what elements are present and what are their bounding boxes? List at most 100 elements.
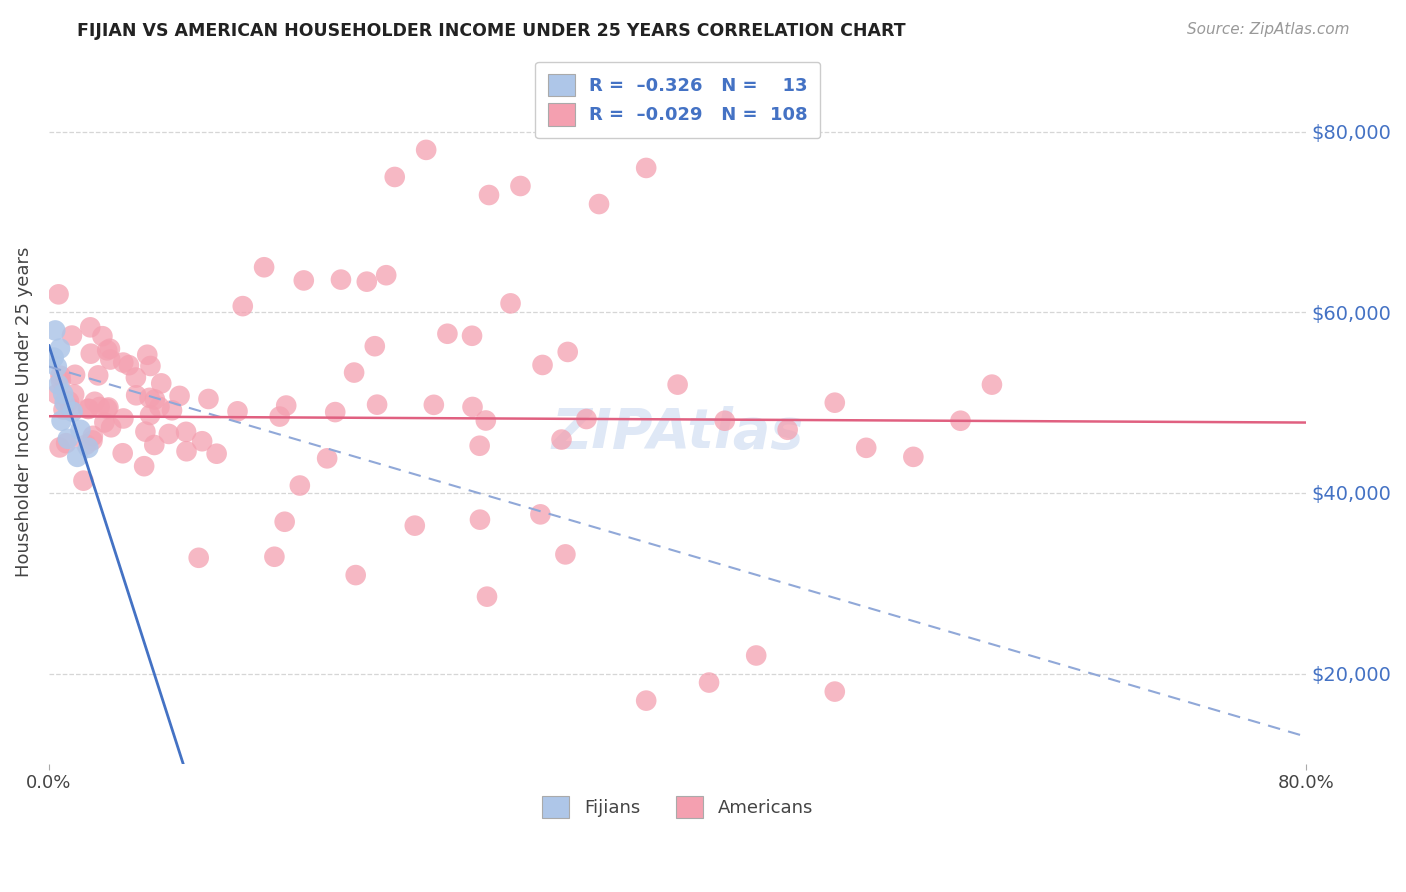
Point <box>436 326 458 341</box>
Point <box>531 358 554 372</box>
Point <box>138 391 160 405</box>
Point <box>79 320 101 334</box>
Point <box>139 408 162 422</box>
Point <box>66 450 89 464</box>
Y-axis label: Householder Income Under 25 years: Householder Income Under 25 years <box>15 246 32 577</box>
Point <box>51 414 73 428</box>
Point <box>143 392 166 407</box>
Point <box>63 368 86 382</box>
Text: FIJIAN VS AMERICAN HOUSEHOLDER INCOME UNDER 25 YEARS CORRELATION CHART: FIJIAN VS AMERICAN HOUSEHOLDER INCOME UN… <box>77 22 905 40</box>
Point <box>550 433 572 447</box>
Point <box>557 345 579 359</box>
Point <box>713 414 735 428</box>
Point <box>91 329 114 343</box>
Point <box>174 425 197 439</box>
Point <box>48 441 70 455</box>
Point <box>143 438 166 452</box>
Point <box>82 429 104 443</box>
Point <box>697 675 720 690</box>
Point <box>323 405 346 419</box>
Point <box>125 388 148 402</box>
Point <box>468 439 491 453</box>
Point <box>77 401 100 416</box>
Point <box>49 373 72 387</box>
Point <box>42 351 65 365</box>
Point <box>58 394 80 409</box>
Point <box>292 273 315 287</box>
Point <box>588 197 610 211</box>
Point <box>375 268 398 283</box>
Point <box>529 508 551 522</box>
Point <box>80 346 103 360</box>
Point <box>824 395 846 409</box>
Point <box>75 437 97 451</box>
Point <box>824 684 846 698</box>
Point <box>125 370 148 384</box>
Point <box>111 446 134 460</box>
Point <box>666 377 689 392</box>
Point <box>83 394 105 409</box>
Point <box>87 368 110 383</box>
Point <box>160 403 183 417</box>
Point <box>97 401 120 415</box>
Point <box>276 399 298 413</box>
Point <box>461 328 484 343</box>
Point <box>77 441 100 455</box>
Point <box>191 434 214 449</box>
Point <box>468 513 491 527</box>
Point <box>72 474 94 488</box>
Point <box>745 648 768 663</box>
Point <box>197 392 219 406</box>
Point <box>343 366 366 380</box>
Point <box>288 478 311 492</box>
Point <box>52 386 75 401</box>
Point <box>63 387 86 401</box>
Point <box>981 377 1004 392</box>
Point <box>356 275 378 289</box>
Point <box>45 387 67 401</box>
Point <box>636 693 658 707</box>
Point <box>384 169 406 184</box>
Point <box>776 423 799 437</box>
Point <box>48 287 70 301</box>
Point <box>636 161 658 175</box>
Point <box>45 359 67 374</box>
Point <box>96 401 118 416</box>
Point <box>475 590 498 604</box>
Point <box>366 398 388 412</box>
Point <box>226 404 249 418</box>
Point <box>136 348 159 362</box>
Point <box>134 425 156 439</box>
Point <box>112 411 135 425</box>
Point <box>273 515 295 529</box>
Point <box>150 376 173 391</box>
Point <box>509 179 531 194</box>
Point <box>176 444 198 458</box>
Point <box>49 342 72 356</box>
Point <box>169 389 191 403</box>
Point <box>316 451 339 466</box>
Point <box>903 450 925 464</box>
Point <box>344 568 367 582</box>
Point <box>62 405 84 419</box>
Point <box>461 400 484 414</box>
Point <box>329 272 352 286</box>
Point <box>69 423 91 437</box>
Point <box>148 400 170 414</box>
Point <box>187 550 209 565</box>
Point <box>98 352 121 367</box>
Point <box>49 368 72 383</box>
Point <box>157 426 180 441</box>
Point <box>949 414 972 428</box>
Point <box>499 296 522 310</box>
Point <box>112 355 135 369</box>
Text: Source: ZipAtlas.com: Source: ZipAtlas.com <box>1187 22 1350 37</box>
Point <box>100 420 122 434</box>
Point <box>44 323 66 337</box>
Point <box>118 358 141 372</box>
Point <box>82 434 104 448</box>
Point <box>98 342 121 356</box>
Point <box>60 328 83 343</box>
Point <box>232 299 254 313</box>
Point <box>269 409 291 424</box>
